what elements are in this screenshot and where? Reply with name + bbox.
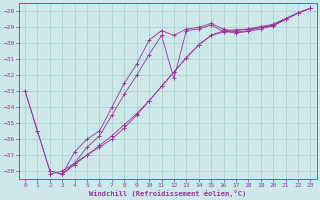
- X-axis label: Windchill (Refroidissement éolien,°C): Windchill (Refroidissement éolien,°C): [89, 190, 246, 197]
